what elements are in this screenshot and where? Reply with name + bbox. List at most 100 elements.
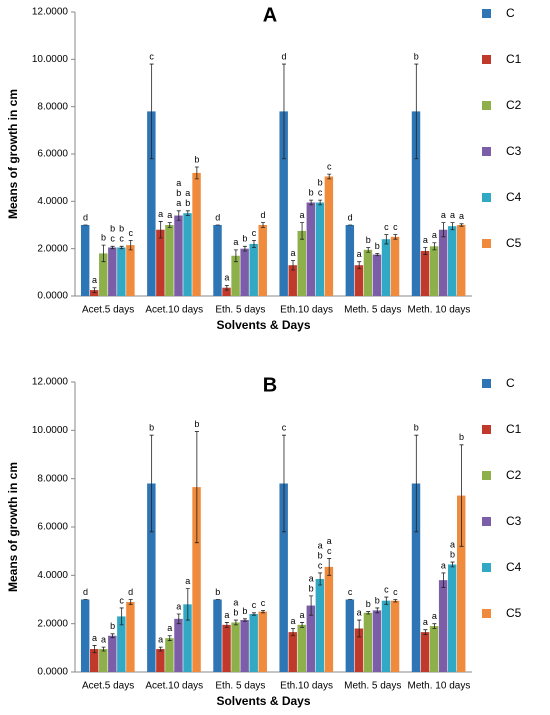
error-bar — [384, 234, 389, 245]
error-bar — [224, 284, 229, 291]
significance-letter: c — [348, 587, 353, 597]
bar — [279, 111, 288, 297]
bar — [438, 229, 448, 296]
significance-letter: a — [224, 273, 229, 283]
bar — [80, 599, 90, 672]
significance-letter: a — [185, 188, 190, 198]
error-bar — [110, 633, 115, 639]
legend-swatch — [482, 471, 491, 480]
significance-letter: b — [309, 188, 314, 198]
legend-label: C3 — [506, 144, 522, 158]
legend-label: C1 — [506, 422, 522, 436]
x-tick-label: Acet.10 days — [145, 305, 203, 316]
bar — [288, 632, 297, 672]
error-bar — [185, 588, 190, 621]
legend-label: C5 — [506, 606, 522, 620]
bar — [324, 566, 334, 672]
legend-swatch — [482, 9, 491, 18]
error-bar — [185, 210, 190, 216]
error-bar — [167, 222, 172, 228]
bar — [390, 600, 400, 672]
x-tick-label: Meth. 5 days — [344, 681, 401, 692]
y-tick-label: 6.0000 — [37, 522, 68, 533]
significance-letter: b — [194, 154, 199, 164]
significance-letter: b — [309, 583, 314, 593]
bar — [147, 483, 156, 672]
bar — [354, 628, 364, 672]
significance-letter: b — [318, 550, 323, 560]
legend-swatch — [482, 193, 491, 202]
significance-letter: c — [318, 560, 323, 570]
bar — [99, 649, 108, 672]
error-bar — [176, 613, 181, 625]
significance-letter: b — [185, 198, 190, 208]
bar — [279, 483, 288, 672]
bar — [117, 247, 126, 296]
y-tick-label: 12.0000 — [32, 377, 69, 388]
bar — [213, 599, 222, 672]
bar — [447, 226, 457, 296]
significance-letter: a — [158, 634, 163, 644]
legend-swatch — [482, 55, 491, 64]
bar — [165, 638, 174, 672]
bar — [156, 229, 165, 296]
significance-letter: c — [384, 222, 389, 232]
bar — [258, 225, 267, 296]
error-bar — [318, 572, 323, 586]
legend-swatch — [482, 563, 491, 572]
error-bar — [281, 434, 286, 533]
significance-letter: a — [92, 275, 97, 285]
error-bar — [281, 63, 286, 160]
error-bar — [158, 646, 163, 652]
bar — [363, 249, 373, 296]
error-bar — [375, 253, 380, 257]
legend-label: C — [506, 376, 515, 390]
significance-letter: a — [441, 210, 446, 220]
significance-letter: a — [101, 634, 106, 644]
error-bar — [176, 210, 181, 221]
error-bar — [128, 599, 133, 605]
y-tick-label: 4.0000 — [37, 196, 68, 207]
error-bar — [101, 244, 106, 263]
bar — [420, 632, 430, 672]
error-bar — [459, 444, 464, 547]
legend-label: C — [506, 6, 515, 20]
bar — [354, 265, 364, 296]
significance-letter: b — [414, 423, 419, 433]
error-bar — [149, 63, 154, 160]
significance-letter: b — [414, 51, 419, 61]
error-bar — [194, 166, 199, 180]
significance-letter: a — [309, 573, 314, 583]
error-bar — [251, 612, 256, 616]
bar — [345, 599, 355, 672]
significance-letter: c — [282, 423, 287, 433]
significance-letter: a — [450, 210, 455, 220]
bar — [126, 601, 135, 672]
y-tick-label: 8.0000 — [37, 101, 68, 112]
bar — [213, 225, 222, 296]
error-bar — [366, 611, 371, 615]
error-bar — [393, 234, 398, 240]
legend-label: C2 — [506, 98, 522, 112]
bar — [457, 495, 466, 672]
chart-title: B — [263, 374, 277, 396]
significance-letter: b — [194, 419, 199, 429]
significance-letter: a — [233, 237, 238, 247]
error-bar — [224, 622, 229, 628]
bar — [147, 111, 156, 297]
significance-letter: a — [327, 536, 332, 546]
bar — [288, 265, 297, 296]
bar — [231, 622, 240, 672]
significance-letter: a — [432, 611, 437, 621]
x-tick-label: Acet.5 days — [82, 305, 134, 316]
x-tick-label: Eth.10 days — [280, 681, 333, 692]
y-axis-title: Means of growth in cm — [6, 462, 20, 592]
y-tick-label: 10.0000 — [32, 425, 69, 436]
bar — [345, 225, 355, 296]
significance-letter: b — [233, 607, 238, 617]
significance-letter: c — [119, 595, 124, 605]
y-tick-label: 0.0000 — [37, 291, 68, 302]
error-bar — [194, 431, 199, 544]
bar — [240, 620, 249, 672]
